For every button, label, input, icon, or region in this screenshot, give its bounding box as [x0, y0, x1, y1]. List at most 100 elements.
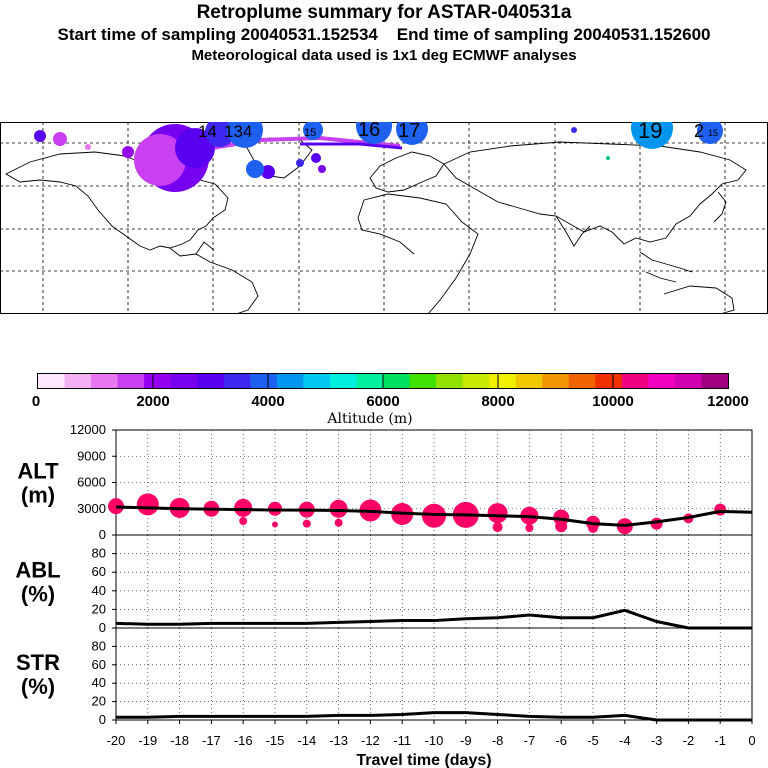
plume-marker: [261, 165, 275, 179]
colorbar-cell: [91, 374, 119, 388]
colorbar-frame: [37, 373, 729, 389]
plume-marker: [53, 132, 67, 146]
plume-marker: [296, 159, 304, 167]
plume-marker: [134, 134, 186, 186]
x-tick-label: -11: [393, 733, 411, 748]
y-tick-label: 80: [92, 638, 106, 653]
panel-alt: 0 3000 6000 9000 12000 ALT(m): [17, 422, 753, 542]
colorbar-cell: [621, 374, 649, 388]
colorbar-tick-label: 4000: [251, 393, 284, 410]
colorbar-cell: [489, 374, 517, 388]
panel-abl: 0 20 40 60 80 ABL(%): [15, 534, 753, 635]
colorbar-cell: [250, 374, 278, 388]
colorbar-tick-label: 10000: [592, 393, 634, 410]
colorbar-tick-label: 8000: [481, 393, 514, 410]
plume-marker: [571, 127, 577, 133]
y-tick-label: 9000: [77, 448, 106, 463]
panel-ylabel-name: ABL: [15, 558, 60, 583]
colorbar-cell: [303, 374, 331, 388]
colorbar-cell: [383, 374, 411, 388]
x-tick-label: -14: [297, 733, 316, 748]
x-axis: -20 -19 -18 -17 -16 -15 -14 -13 -12 -11 -10 -9 -8 -7-…: [107, 720, 756, 768]
panel-str: 0 20 40 60 80 STR(%): [16, 627, 753, 727]
y-tick-label: 20: [92, 694, 106, 709]
panel-frame: [115, 627, 753, 721]
altitude-marker-low: [272, 521, 278, 528]
panel-ylabel-unit: (%): [21, 674, 55, 699]
end-time-label: End time of sampling 20040531.152600: [396, 25, 711, 44]
x-axis-label: Travel time (days): [356, 752, 491, 768]
altitude-marker-low: [492, 522, 503, 533]
x-tick-label: -15: [266, 733, 285, 748]
panel-ylabel-unit: (%): [21, 582, 55, 607]
plume-track-upper: [300, 142, 403, 150]
x-tick-label: 0: [748, 733, 755, 748]
map-gridlines: [0, 122, 768, 314]
plume-label-20-sub: 15: [708, 128, 718, 138]
series-line-str: [116, 711, 752, 722]
altitude-marker-low: [302, 519, 311, 528]
panel-ylabel-unit: (m): [21, 483, 55, 508]
plume-marker: [227, 122, 263, 148]
panel-ylabel-name: STR: [16, 650, 60, 675]
colorbar-cells: [38, 374, 729, 388]
colorbar-cell: [542, 374, 570, 388]
plume-marker: [122, 146, 134, 158]
plume-marker: [34, 130, 46, 142]
colorbar-cell: [462, 374, 490, 388]
colorbar-cell: [515, 374, 543, 388]
x-tick-label: -6: [555, 733, 567, 748]
panel-frame: [115, 534, 753, 629]
colorbar-cell: [64, 374, 92, 388]
altitude-marker-low: [555, 520, 568, 533]
plume-marker: [303, 122, 323, 140]
plume-marker: [175, 128, 215, 168]
colorbar-cell: [356, 374, 384, 388]
plume-label-20: 2: [694, 122, 704, 141]
altitude-marker: [136, 493, 159, 516]
plume-label-17: 17: [398, 122, 420, 142]
altitude-marker: [108, 498, 124, 515]
y-tick-label: 80: [92, 546, 106, 561]
y-tick-label: 0: [99, 620, 106, 635]
x-tick-label: -17: [202, 733, 221, 748]
colorbar-cell: [648, 374, 676, 388]
colorbar-cell: [170, 374, 198, 388]
colorbar-cell: [223, 374, 251, 388]
colorbar-tick-label: 2000: [136, 393, 169, 410]
y-tick-label: 40: [92, 675, 106, 690]
plume-marker: [396, 122, 428, 145]
plume-label-134: 134: [224, 122, 252, 141]
altitude-marker: [553, 509, 570, 526]
colorbar-cell: [38, 374, 66, 388]
plume-marker: [246, 160, 264, 178]
plume-marker: [356, 122, 392, 144]
colorbar-cell: [595, 374, 623, 388]
x-tick-label: -3: [651, 733, 663, 748]
plume-marker: [318, 165, 326, 173]
plume-label-14: 14: [198, 122, 217, 141]
plume-marker: [311, 153, 321, 163]
y-tick-label: 20: [92, 601, 106, 616]
y-tick-label: 0: [99, 712, 106, 727]
altitude-marker-low: [334, 518, 343, 527]
y-tick-label: 6000: [77, 475, 106, 490]
start-time-label: Start time of sampling 20040531.152534: [57, 25, 378, 44]
plume-marker: [631, 122, 673, 149]
x-tick-label: -13: [329, 733, 348, 748]
x-tick-label: -18: [170, 733, 189, 748]
colorbar-cell: [144, 374, 172, 388]
plume-label-16: 16: [358, 122, 380, 141]
series-line-alt: [115, 505, 753, 527]
x-tick-label: -10: [425, 733, 444, 748]
y-tick-label: 40: [92, 583, 106, 598]
colorbar-cell: [117, 374, 145, 388]
colorbar-tick-label: 6000: [366, 393, 399, 410]
retroplume-map: 14 134 15 16 17 19 2 15: [0, 122, 768, 314]
plume-marker: [606, 156, 610, 160]
colorbar-cell: [329, 374, 357, 388]
x-tick-label: -12: [361, 733, 380, 748]
colorbar-tick-label: 0: [32, 393, 40, 410]
panel-ylabel-name: ALT: [17, 459, 59, 484]
